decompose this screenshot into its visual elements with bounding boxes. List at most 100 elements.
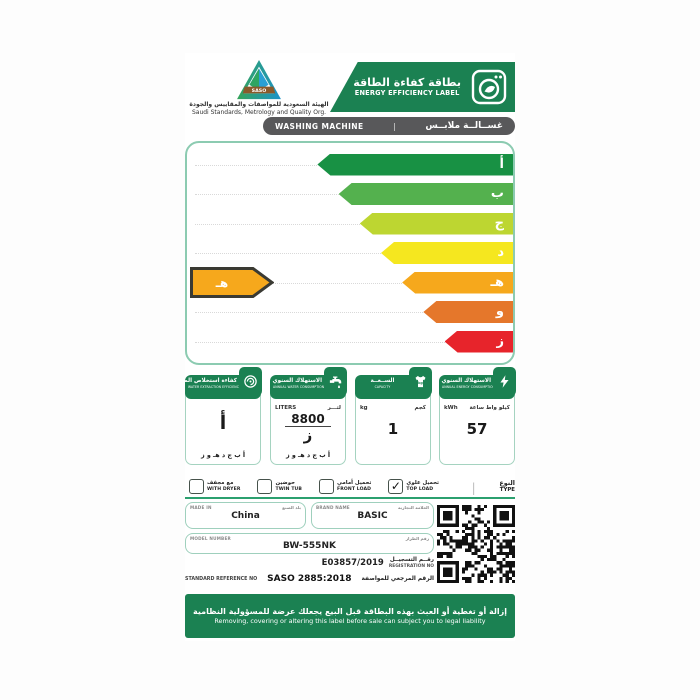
efficiency-rating-chart: أ ب ج د هـ هـ و <box>185 141 515 365</box>
option-label-english: WITH DRYER <box>207 486 241 492</box>
leader-line <box>195 164 318 166</box>
capacity-card: kg كجم 1 الســعــة CAPACITY kg <box>355 367 432 465</box>
product-name-arabic: غســالــة ملابــس <box>425 121 503 131</box>
card-title-arabic: الاستهلاك السنوي للماء <box>257 378 322 384</box>
current-rating-letter: هـ <box>215 275 229 290</box>
water-consumption-grade: ز <box>303 426 313 444</box>
water-extraction-grade: أ <box>219 412 227 434</box>
rating-letter: هـ <box>490 274 504 290</box>
banner-title-english: ENERGY EFFICIENCY LABEL <box>354 89 460 98</box>
card-title-english: CAPACITY <box>374 385 391 390</box>
grade-scale-text: أ ب ج د هـ و ز <box>200 451 246 459</box>
brand-label-arabic: العلامة التجارية <box>398 505 429 510</box>
card-title-english: ANNUAL WATER CONSUMPTION <box>273 385 325 390</box>
rating-bar-c: ج <box>359 212 513 235</box>
card-title-english: ANNUAL ENERGY CONSUMPTION <box>442 385 496 390</box>
svg-text:kg: kg <box>418 381 423 385</box>
rating-bar-g: ز <box>444 330 513 353</box>
rating-letter: ز <box>496 333 504 349</box>
rating-row-c: ج <box>187 209 513 239</box>
org-name-english: Saudi Standards, Metrology and Quality O… <box>191 108 327 116</box>
water-extraction-card: أ أ ب ج د هـ و ز كفاءة استخلاص الماء WAT… <box>179 367 262 465</box>
registration-label-english: REGISTRATION NO <box>388 563 434 569</box>
front-load-checkbox <box>319 478 334 494</box>
option-with-dryer: مع مجفف WITH DRYER <box>189 478 241 494</box>
card-title-arabic: الســعــة <box>370 378 395 384</box>
made-in-box: MADE IN بلد الصنع China <box>185 502 306 529</box>
water-unit-arabic: لتـــر <box>327 405 341 411</box>
twin-tub-checkbox <box>257 478 273 494</box>
leader-line <box>195 253 381 255</box>
rating-letter: أ <box>499 156 504 172</box>
energy-consumption-value: 57 <box>466 420 488 438</box>
rating-bar-b: ب <box>338 183 513 205</box>
rating-letter: ج <box>494 215 504 231</box>
section-divider-line <box>185 497 515 499</box>
type-label-arabic: النوع <box>499 479 515 487</box>
option-label-arabic: مع مجفف <box>207 479 234 486</box>
rating-row-g: ز <box>187 327 513 357</box>
with-dryer-checkbox <box>189 478 204 494</box>
card-title-english: WATER EXTRACTION EFFICIENCY <box>188 385 241 390</box>
org-name-arabic: الهيئة السعودية للمواصفات والمقاييس والج… <box>189 101 329 108</box>
rating-letter: د <box>497 245 504 260</box>
option-label-arabic: تحميل أمامي <box>337 479 372 486</box>
made-in-label-english: MADE IN <box>190 505 212 510</box>
rating-row-a: أ <box>187 150 513 180</box>
saso-logo-icon: SASO <box>237 59 281 100</box>
energy-unit-arabic: كيلو واط ساعة <box>469 405 510 411</box>
brand-name-value: BASIC <box>357 511 388 521</box>
type-divider: | <box>471 480 476 495</box>
machine-type-row: مع مجفف WITH DRYER حوضين TWIN TUB تحميل … <box>189 474 515 498</box>
rating-bar-e: هـ <box>402 271 513 294</box>
made-in-label-arabic: بلد الصنع <box>282 505 301 510</box>
standard-label-english: STANDARD REFERENCE NO <box>185 576 258 582</box>
option-label-english: FRONT LOAD <box>337 486 372 492</box>
washing-machine-icon <box>471 69 507 105</box>
registration-number: E03857/2019 <box>321 557 384 568</box>
option-front-load: تحميل أمامي FRONT LOAD <box>319 478 372 494</box>
option-top-load: ✓ تحميل علوي TOP LOAD <box>388 478 439 494</box>
made-in-value: China <box>231 511 260 521</box>
banner-title: بطاقة كفاءة الطاقة ENERGY EFFICIENCY LAB… <box>353 75 461 98</box>
rating-bar-d: د <box>380 242 513 264</box>
option-label-english: TWIN TUB <box>275 486 302 492</box>
model-label-english: MODEL NUMBER <box>190 536 231 541</box>
registration-row: E03857/2019 رقــم التسجيــل REGISTRATION… <box>185 557 434 569</box>
type-heading: النوع TYPE <box>499 479 515 493</box>
top-load-checkbox: ✓ <box>388 478 404 494</box>
rating-letter: ب <box>490 186 504 201</box>
type-section-label: | <box>472 477 484 496</box>
saso-org-block: SASO الهيئة السعودية للمواصفات والمقاييس… <box>185 59 333 116</box>
type-label-english: TYPE <box>499 487 515 493</box>
option-twin-tub: حوضين TWIN TUB <box>257 478 302 494</box>
water-unit-english: LITERS <box>275 405 297 411</box>
rating-row-e: هـ هـ <box>187 267 513 298</box>
rating-bar-a: أ <box>317 153 513 176</box>
warning-english: Removing, covering or altering this labe… <box>214 617 486 626</box>
option-label-arabic: حوضين <box>275 479 295 486</box>
shirt-icon: kg <box>409 367 432 396</box>
current-rating-indicator: هـ <box>190 267 274 298</box>
card-title-arabic: الاستهلاك السنوي للطاقة <box>420 378 491 384</box>
warning-arabic: إزالة أو تغطية أو العبث بهذه البطاقة قبل… <box>193 606 507 616</box>
leader-line <box>195 312 424 314</box>
lightning-icon <box>493 367 516 396</box>
model-label-arabic: رقم الطراز <box>405 536 429 541</box>
leader-line <box>195 223 360 225</box>
brand-name-box: BRAND NAME العلامة التجارية BASIC <box>311 502 434 529</box>
banner-title-arabic: بطاقة كفاءة الطاقة <box>353 75 461 89</box>
qr-code <box>437 502 515 586</box>
standard-label-arabic: الرقم المرجعي للمواصفة <box>361 576 434 582</box>
brand-label-english: BRAND NAME <box>316 505 350 510</box>
energy-unit-english: kWh <box>444 405 458 411</box>
capacity-unit-arabic: كجم <box>414 405 426 411</box>
rating-bar-f: و <box>423 301 513 323</box>
product-type-bar: WASHING MACHINE | غســالــة ملابــس <box>263 117 515 135</box>
leader-line <box>195 341 445 343</box>
product-name-english: WASHING MACHINE <box>275 121 364 131</box>
capacity-value: 1 <box>387 420 399 438</box>
capacity-unit-english: kg <box>360 405 368 411</box>
product-bar-divider: | <box>393 121 396 131</box>
